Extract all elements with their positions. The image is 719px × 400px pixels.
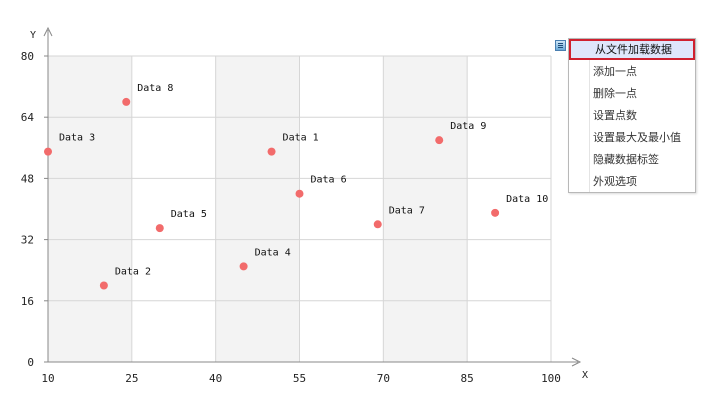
plot-band	[383, 56, 468, 362]
y-tick-label: 32	[21, 234, 34, 247]
data-point[interactable]	[435, 136, 444, 145]
menu-item[interactable]: 设置最大及最小值	[593, 131, 681, 144]
data-label: Data 7	[389, 205, 425, 216]
data-point[interactable]	[491, 208, 500, 217]
y-axis-title: Y	[30, 30, 36, 41]
x-tick-label: 55	[293, 372, 306, 385]
data-point[interactable]	[267, 147, 276, 156]
plot-band	[48, 56, 132, 362]
menu-icon[interactable]	[555, 40, 566, 51]
menu-item[interactable]: 从文件加载数据	[569, 39, 695, 60]
data-point[interactable]	[373, 220, 382, 229]
grid-lines	[44, 55, 552, 363]
data-point[interactable]	[44, 147, 52, 156]
plot-bands	[48, 56, 468, 362]
data-label: Data 10	[506, 194, 548, 205]
menu-item[interactable]: 隐藏数据标签	[593, 153, 659, 166]
x-axis-title: X	[582, 370, 588, 381]
x-tick-label: 70	[377, 372, 390, 385]
menu-item[interactable]: 设置点数	[593, 109, 637, 122]
data-label: Data 6	[311, 175, 347, 186]
y-tick-label: 64	[21, 111, 35, 124]
data-label: Data 1	[283, 133, 319, 144]
y-tick-label: 0	[27, 356, 34, 369]
data-point[interactable]	[155, 224, 164, 233]
x-tick-label: 10	[41, 372, 54, 385]
x-tick-labels: 10 25 40 55 70 85 100	[41, 372, 561, 385]
data-points	[44, 97, 500, 290]
y-tick-labels: 0 16 32 48 64 80	[21, 50, 35, 369]
menu-item[interactable]: 外观选项	[593, 175, 637, 188]
x-axis-arrow	[571, 357, 582, 367]
menu-item[interactable]: 添加一点	[593, 65, 637, 78]
data-label: Data 3	[59, 133, 95, 144]
y-tick-label: 16	[21, 295, 34, 308]
data-label: Data 4	[255, 247, 291, 258]
data-label: Data 8	[137, 83, 173, 94]
y-axis-arrow	[43, 26, 53, 37]
data-point[interactable]	[239, 262, 248, 271]
data-point[interactable]	[99, 281, 108, 290]
menu-icon-column-divider	[589, 39, 590, 192]
plot-band	[215, 56, 300, 362]
data-label: Data 5	[171, 209, 207, 220]
x-tick-label: 100	[541, 372, 561, 385]
data-label: Data 9	[450, 121, 486, 132]
menu-item[interactable]: 删除一点	[593, 87, 637, 100]
y-tick-label: 48	[21, 172, 34, 185]
x-tick-label: 85	[461, 372, 474, 385]
data-point[interactable]	[122, 97, 131, 106]
data-labels: Data 1 Data 2 Data 3 Data 4 Data 5 Data 6 Data…	[59, 83, 548, 278]
axes: X Y	[30, 26, 588, 381]
x-tick-label: 25	[125, 372, 138, 385]
y-tick-label: 80	[21, 50, 34, 63]
context-menu: 从文件加载数据添加一点删除一点设置点数设置最大及最小值 隐藏数据标签 外观选项	[568, 38, 696, 193]
x-tick-label: 40	[209, 372, 222, 385]
data-point[interactable]	[295, 189, 304, 198]
data-label: Data 2	[115, 267, 151, 278]
